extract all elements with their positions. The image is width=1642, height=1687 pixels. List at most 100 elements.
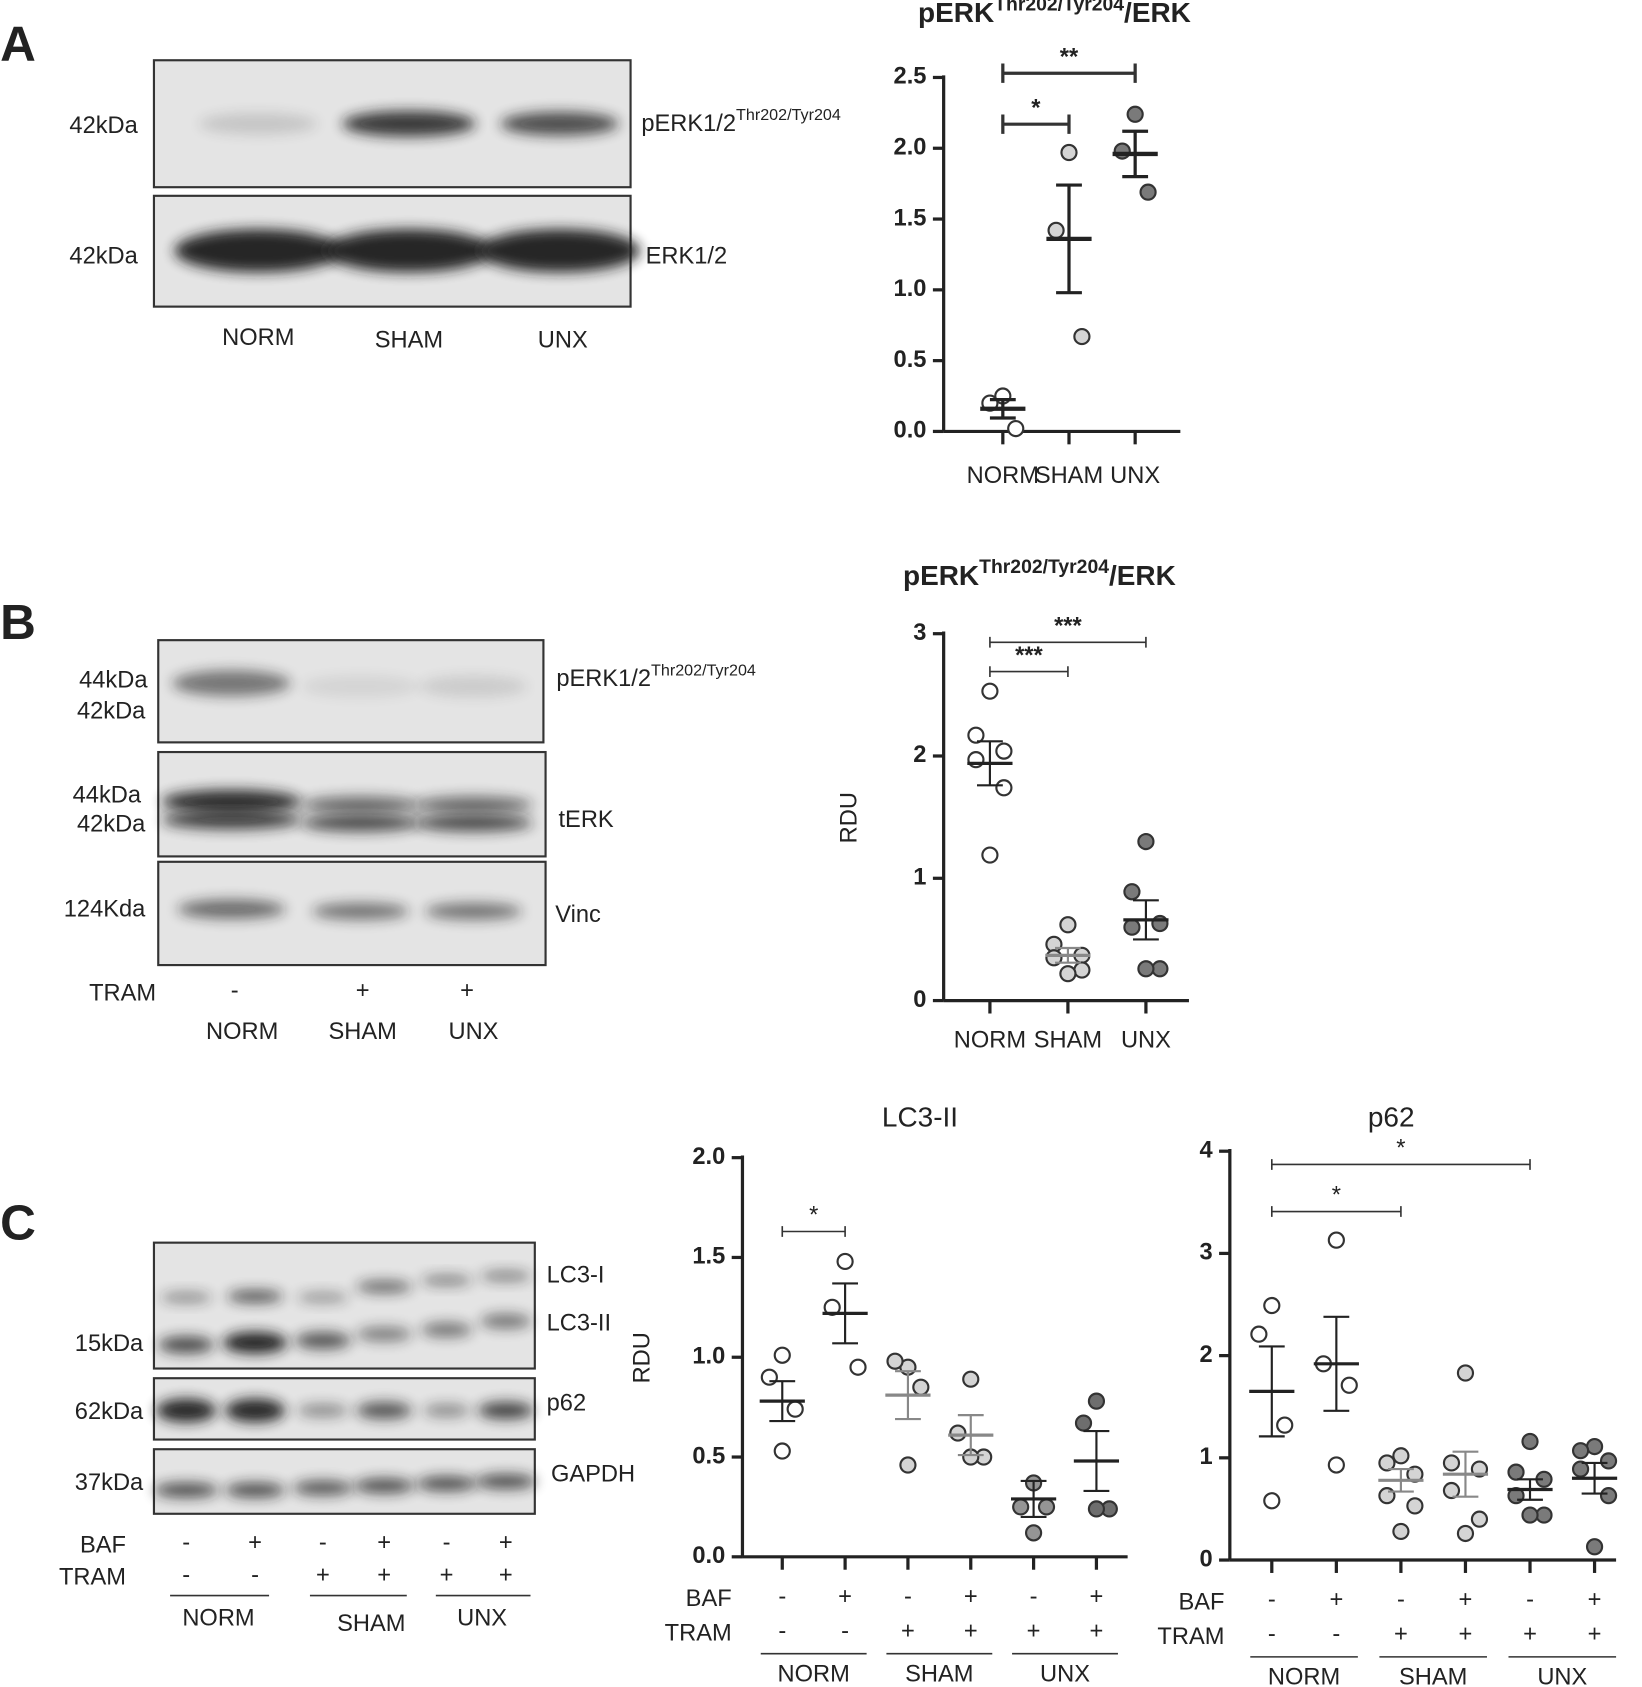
- group-label: NORM: [778, 1661, 850, 1687]
- treatment-sign: -: [231, 978, 239, 1004]
- data-point: [1521, 1432, 1539, 1451]
- group-label: NORM: [1268, 1665, 1340, 1687]
- data-point: [1571, 1442, 1590, 1460]
- y-tick-label: 0: [913, 987, 926, 1013]
- protein-label: LC3-II: [547, 1311, 611, 1337]
- treatment-sign: +: [1588, 1587, 1602, 1613]
- panel-label: B: [0, 595, 36, 650]
- data-point: [1012, 1498, 1030, 1516]
- treatment-sign: +: [356, 978, 370, 1004]
- data-point: [1047, 221, 1065, 239]
- blot-band: [500, 111, 619, 136]
- protein-label: LC3-I: [547, 1262, 605, 1288]
- treatment-sign: -: [904, 1584, 912, 1610]
- significance-bracket: [1270, 1159, 1531, 1170]
- treatment-sign: +: [1027, 1618, 1041, 1644]
- treatment-sign: -: [1526, 1587, 1534, 1613]
- data-point: [995, 742, 1013, 760]
- data-point: [1442, 1481, 1461, 1500]
- treatment-sign: +: [377, 1562, 391, 1588]
- protein-label: Vinc: [555, 902, 601, 928]
- blot-band: [478, 229, 641, 273]
- data-point: [1340, 1376, 1358, 1394]
- data-point: [949, 1424, 967, 1442]
- mw-label: 44kDa: [73, 782, 142, 808]
- blot-band: [172, 670, 291, 697]
- protein-label: ERK1/2: [646, 243, 728, 269]
- treatment-sign: +: [1459, 1622, 1473, 1648]
- blot-band: [342, 110, 476, 137]
- data-point: [967, 726, 985, 744]
- data-point: [1585, 1538, 1604, 1556]
- error-bar: [957, 1414, 984, 1457]
- title-part: /ERK: [1124, 0, 1191, 28]
- protein-label: pERK1/2Thr202/Tyr204: [556, 662, 756, 693]
- group-label: SHAM: [1399, 1665, 1467, 1687]
- blot-band: [158, 1336, 215, 1354]
- treatment-sign: -: [443, 1530, 451, 1556]
- mw-label: 62kDa: [75, 1399, 144, 1425]
- data-point: [1151, 960, 1169, 978]
- error-bar: [1122, 129, 1149, 179]
- y-tick-label: 1.5: [692, 1244, 725, 1270]
- blot-band: [294, 1331, 351, 1350]
- blots: [152, 59, 641, 1515]
- data-point: [899, 1456, 917, 1474]
- charts: pERKThr202/Tyr204/ERK0.00.51.01.52.02.5N…: [630, 0, 1618, 1687]
- blot-band: [227, 1289, 284, 1303]
- blot-band: [297, 1292, 349, 1303]
- treatment-sign: -: [182, 1562, 190, 1588]
- title-superscript: Thr202/Tyr204: [994, 0, 1124, 15]
- data-point: [1250, 1325, 1268, 1343]
- chart-title: pERKThr202/Tyr204/ERK: [918, 0, 1191, 28]
- data-point: [786, 1400, 804, 1418]
- blot-band: [177, 899, 286, 919]
- data-point: [1327, 1456, 1345, 1474]
- data-point: [1378, 1487, 1396, 1505]
- data-point: [1060, 143, 1078, 162]
- treatment-sign: -: [1268, 1622, 1276, 1648]
- lane-label: SHAM: [328, 1019, 396, 1045]
- data-point: [1087, 1392, 1106, 1410]
- significance-bracket: [989, 666, 1069, 677]
- chart-title: pERKThr202/Tyr204/ERK: [903, 556, 1176, 591]
- data-point: [1073, 327, 1091, 346]
- blot-band: [160, 1292, 213, 1303]
- y-tick-label: 4: [1199, 1137, 1213, 1163]
- treatment-rows: BAF - + - + - + TRAM - - + + + + NORM SHAM UNX: [59, 1530, 531, 1637]
- y-tick-label: 2: [913, 742, 926, 768]
- row-label: TRAM: [59, 1565, 126, 1591]
- blot-band: [419, 675, 528, 698]
- y-tick-label: 1.5: [894, 205, 927, 231]
- y-tick-label: 2: [1199, 1342, 1212, 1368]
- superscript: Thr202/Tyr204: [651, 662, 756, 680]
- y-axis-label: RDU: [630, 1332, 656, 1383]
- error-bar: [1323, 1315, 1350, 1412]
- treatment-sign: +: [1090, 1584, 1104, 1610]
- y-axis-label: RDU: [836, 792, 862, 843]
- blot-band: [356, 1326, 413, 1342]
- significance-label: *: [809, 1203, 818, 1229]
- error-bar: [832, 1282, 859, 1345]
- protein-label: p62: [547, 1390, 586, 1416]
- y-tick-label: 0.0: [894, 418, 927, 444]
- data-point: [1059, 916, 1077, 934]
- blot-band: [297, 1404, 349, 1417]
- protein: pERK1/2: [641, 111, 736, 137]
- significance-bracket: [1001, 63, 1137, 83]
- treatment-sign: +: [1523, 1622, 1537, 1648]
- blot-band: [199, 112, 318, 135]
- treatment-sign: +: [377, 1530, 391, 1556]
- row-label: TRAM: [665, 1621, 732, 1647]
- error-bar: [1452, 1450, 1479, 1498]
- title-superscript: Thr202/Tyr204: [979, 556, 1109, 578]
- data-point: [1123, 918, 1141, 936]
- y-tick-label: 3: [1199, 1240, 1212, 1266]
- blot-band: [477, 1401, 534, 1420]
- x-tick-label: UNX: [1121, 1028, 1171, 1054]
- row-label: TRAM: [89, 980, 156, 1006]
- error-bar: [769, 1380, 796, 1423]
- blot-band: [479, 1270, 532, 1282]
- treatment-sign: -: [1268, 1587, 1276, 1613]
- y-tick-label: 2.0: [894, 135, 927, 161]
